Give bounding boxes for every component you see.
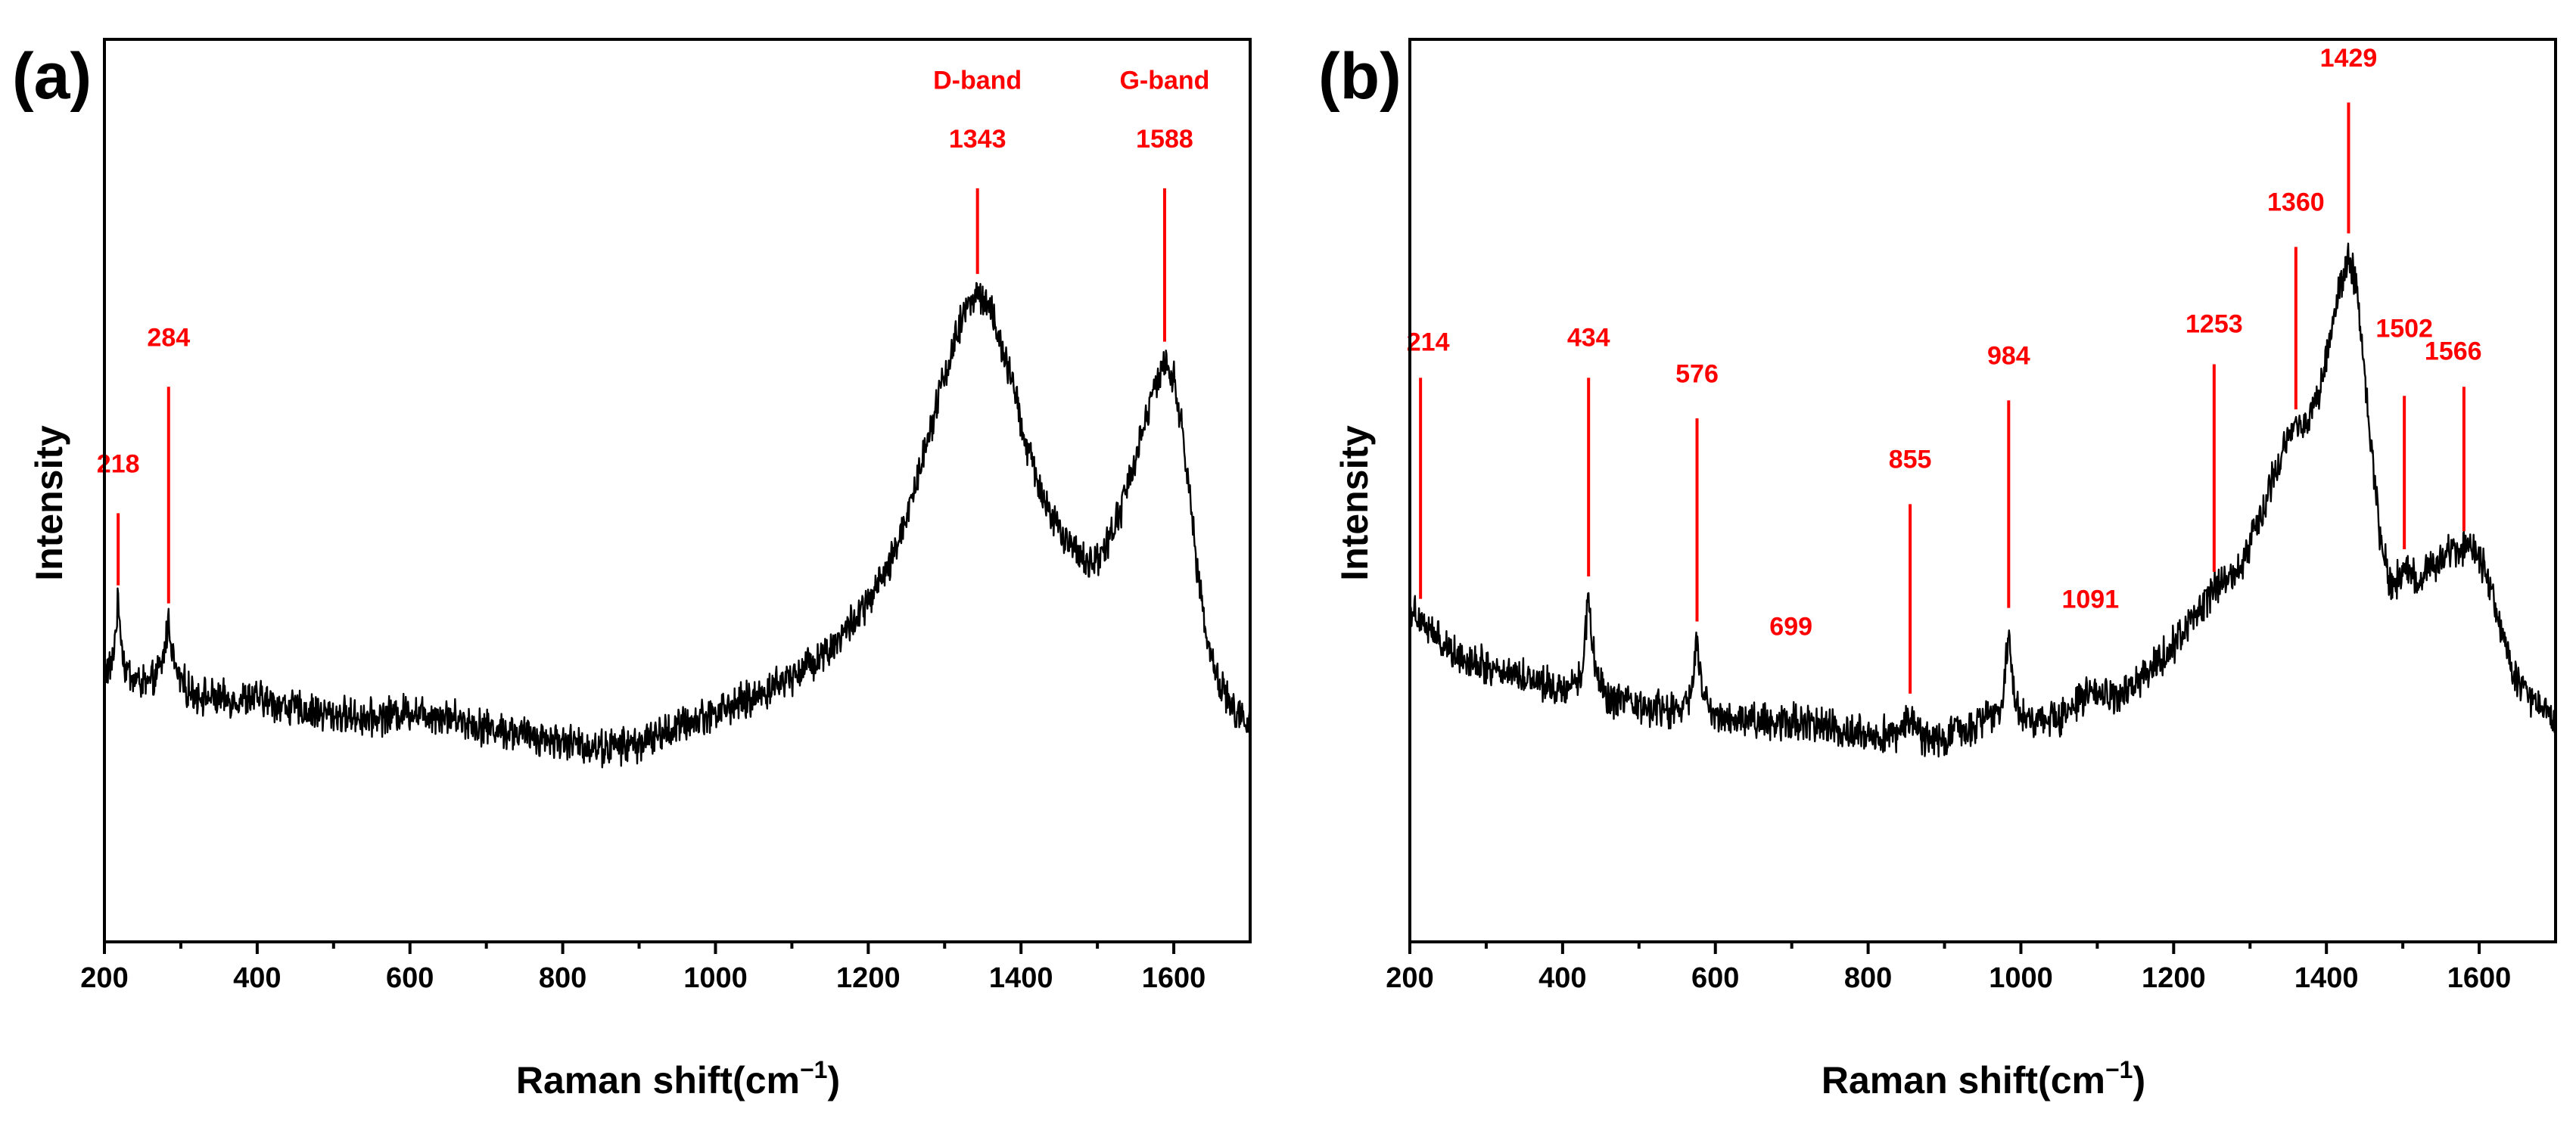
y-axis-title-b: Intensity	[1333, 425, 1376, 581]
panel-a: (a) Intensity 200 400 600 800 1000 1200 1400 16…	[12, 38, 1252, 1101]
x-tick-label: 800	[1844, 962, 1892, 994]
x-tick-label: 1000	[683, 962, 748, 994]
panel-label-b: (b)	[1318, 40, 1402, 113]
peak-label-699: 699	[1769, 612, 1812, 641]
x-tick-labels-a: 200 400 600 800 1000 1200 1400 1600	[80, 962, 1206, 994]
x-tick-label: 400	[1538, 962, 1586, 994]
y-axis-title-a: Intensity	[28, 425, 70, 581]
x-ticks-a	[103, 942, 1176, 954]
plot-frame-b	[1408, 38, 2557, 943]
x-tick-label: 200	[80, 962, 128, 994]
peak-label-1429: 1429	[2320, 44, 2378, 73]
band-label-G-band: G-band	[1119, 67, 1209, 95]
peak-labels-b: 214 434 576 699 855 984 1091 1253 1360 1429 150215…	[1407, 44, 2482, 642]
peak-label-984: 984	[1987, 341, 2030, 370]
x-tick-label: 400	[233, 962, 281, 994]
peak-label-434: 434	[1567, 324, 1610, 353]
peak-markers-a	[117, 188, 1166, 604]
x-tick-label: 1200	[2142, 962, 2206, 994]
x-tick-label: 1600	[2447, 962, 2512, 994]
peak-label-1360: 1360	[2267, 188, 2325, 217]
band-label-D-band: D-band	[933, 67, 1022, 95]
x-tick-label: 800	[539, 962, 586, 994]
peak-label-284: 284	[147, 324, 190, 353]
spectrum-line-b	[1408, 242, 2557, 758]
peak-label-214: 214	[1407, 328, 1450, 357]
peak-label-1502: 1502	[2375, 315, 2433, 343]
panel-label-a: (a)	[12, 40, 92, 113]
x-tick-label: 1200	[836, 962, 901, 994]
peak-label-1091: 1091	[2061, 586, 2119, 614]
peak-label-576: 576	[1675, 359, 1719, 388]
panel-b: (b) Intensity 200 400 600 800 1000 1200 1400 16…	[1318, 38, 2557, 1101]
spectrum-line-a	[103, 281, 1252, 769]
x-ticks-b	[1408, 942, 2481, 954]
peak-label-1566: 1566	[2425, 337, 2482, 366]
x-tick-label: 200	[1386, 962, 1433, 994]
plot-frame-a	[103, 38, 1252, 943]
x-tick-label: 600	[386, 962, 434, 994]
x-tick-labels-b: 200 400 600 800 1000 1200 1400 1600	[1386, 962, 2511, 994]
peak-label-855: 855	[1889, 446, 1932, 474]
peak-markers-b	[1419, 102, 2466, 694]
x-tick-label: 1400	[2294, 962, 2359, 994]
x-tick-label: 1600	[1142, 962, 1206, 994]
x-axis-title-a: Raman shift(cm−1)	[516, 1056, 840, 1101]
x-axis-title-b: Raman shift(cm−1)	[1822, 1056, 2145, 1101]
peak-label-1588: 1588	[1136, 125, 1193, 154]
peak-label-1253: 1253	[2186, 310, 2243, 339]
x-tick-label: 1400	[989, 962, 1053, 994]
x-tick-label: 1000	[1989, 962, 2053, 994]
peak-label-1343: 1343	[949, 125, 1006, 154]
x-tick-label: 600	[1691, 962, 1739, 994]
